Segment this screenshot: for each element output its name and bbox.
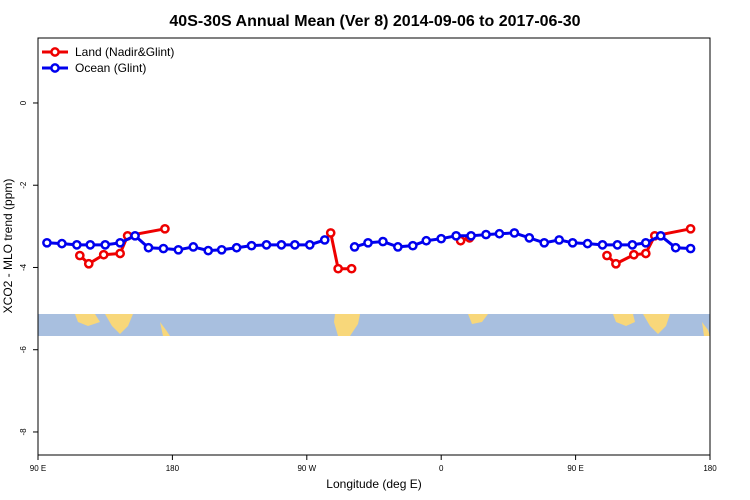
data-point [325,228,336,238]
data-point [319,235,330,245]
map-strip [38,314,710,336]
data-point [216,244,227,255]
data-point [158,243,169,254]
data-point [640,237,651,248]
x-tick-label: 0 [439,464,444,473]
legend-marker [50,47,60,57]
x-tick-label: 180 [703,464,717,473]
data-point [567,237,578,248]
data-point [597,240,608,250]
data-point [393,242,403,252]
x-tick-label: 90 W [297,464,316,473]
data-point [524,233,535,243]
data-point [290,240,300,250]
legend-marker [50,63,60,73]
data-point [203,245,214,256]
data-point [42,237,52,248]
data-point [188,242,199,252]
data-point [83,258,94,269]
y-tick-label: -4 [19,263,28,271]
data-point [582,238,593,249]
data-point [640,248,651,259]
data-point [115,248,125,259]
data-point [685,243,696,254]
y-tick-label: -8 [19,428,28,436]
data-point [71,240,82,250]
data-point [494,228,505,239]
data-point [304,240,315,250]
data-point [130,230,140,241]
data-point [160,223,170,234]
y-axis-label: XCO2 - MLO trend (ppm) [1,179,15,314]
plot-frame [37,37,711,456]
data-point [378,236,388,247]
data-point [421,235,432,246]
data-point [246,240,257,251]
data-point [436,233,447,244]
y-tick-label: -6 [19,346,28,354]
data-point [602,250,612,261]
data-point [611,258,621,269]
data-point [539,237,550,248]
data-point [655,230,666,241]
data-point [451,230,461,241]
x-axis-label: Longitude (deg E) [326,477,421,491]
data-point [407,240,418,251]
data-point [628,249,639,260]
data-point [57,238,67,249]
data-point [74,250,85,261]
data-point [261,240,272,250]
data-point [612,240,623,250]
y-tick-label: -2 [19,181,28,189]
x-tick-label: 90 E [567,464,583,473]
data-point [100,240,111,250]
legend-label: Ocean (Glint) [75,61,146,75]
data-point [466,230,476,241]
data-point [231,242,242,253]
data-point [346,263,357,274]
series-line [329,232,352,271]
data-point [143,242,154,253]
data-point [481,229,491,240]
data-point [173,244,184,255]
data-point [85,240,96,250]
data-point [349,242,360,252]
x-tick-label: 180 [166,464,180,473]
data-point [685,223,696,234]
legend-label: Land (Nadir&Glint) [75,45,174,59]
data-point [670,242,681,253]
data-point [363,237,373,248]
data-point [333,263,344,274]
data-point [115,237,125,248]
chart-title: 40S-30S Annual Mean (Ver 8) 2014-09-06 t… [169,13,580,30]
data-point [98,249,109,260]
x-tick-label: 90 E [30,464,46,473]
data-point [276,240,287,250]
series-line [354,231,691,251]
data-point [554,235,565,245]
data-point [627,240,638,250]
data-point [509,228,520,238]
y-tick-label: 0 [19,100,28,105]
